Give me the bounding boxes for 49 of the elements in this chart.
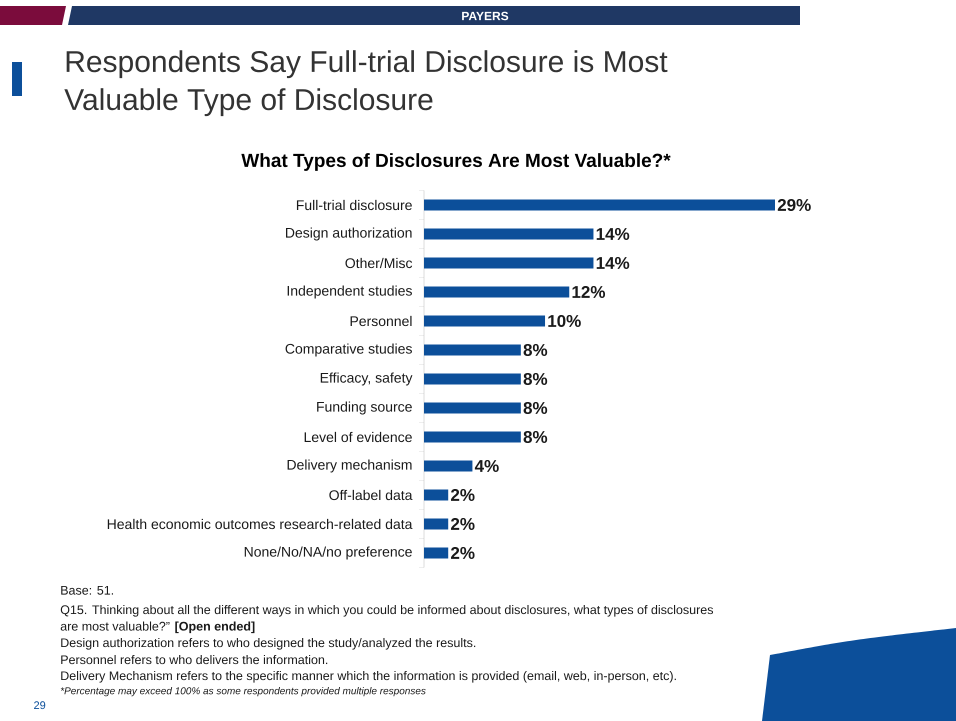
y-tick-label: Delivery mechanism [288,459,412,473]
y-tick-label: Full-trial disclosure [296,200,412,210]
bar [424,460,472,472]
bar [424,518,448,530]
chart-title: Respondents Say Full-trial Disclosure is Most Valuable Type of Disclosure [64,50,668,116]
text: Delivery Mechanism refers to the specific manner which the information is provided (email, web, in-person, etc). [61,670,676,683]
bar [424,315,546,326]
y-tick-label: Personnel [350,316,412,326]
bar [424,373,521,384]
bar [424,402,521,414]
data-label: 2% [451,546,475,559]
bar [424,286,570,298]
text: Personnel refers to who delivers the information. [61,654,328,664]
data-label: 8% [524,344,548,356]
data-label: 4% [474,460,499,472]
text: *Percentage may exceed 100% as some respondents provided multiple responses [60,686,426,696]
data-label: 8% [524,430,548,444]
y-tick-label: Independent studies [288,285,412,299]
y-tick-label: Health economic outcomes research-related data [108,518,412,530]
bar [424,547,448,558]
y-tick-label: Funding source [317,401,412,415]
y-tick-label: Other/Misc [345,258,412,268]
bar [424,199,776,210]
text: 29 [34,701,46,710]
bar [424,489,448,500]
text: Base: 51. [61,586,114,595]
text: PAYERS [462,12,508,20]
y-tick-label: Efficacy, safety [320,372,412,386]
y-tick-label: None/No/NA/no preference [244,546,412,560]
data-label: 2% [451,518,475,530]
bar [424,257,594,268]
bar [424,228,594,240]
y-tick-label: Design authorization [286,227,412,241]
data-label: 8% [524,372,548,386]
chart-subtitle: What Types of Disclosures Are Most Valuable?* [241,153,671,171]
y-tick-label: Off-label data [329,490,412,500]
data-label: 29% [778,198,811,212]
data-label: 10% [548,314,581,328]
bar [424,431,521,442]
data-label: 12% [572,286,606,298]
bar [424,344,521,356]
text: Q15. Thinking about all the different ways in which you could be informed about disclosures, what types of disclosures are most valuable?” [Open ended] [60,604,714,634]
text: Design authorization refers to who designed the study/analyzed the results. [61,638,476,650]
data-label: 2% [451,488,475,501]
y-tick-label: Comparative studies [286,343,412,357]
y-tick-label: Level of evidence [304,432,412,442]
data-label: 14% [596,228,630,240]
data-label: 8% [524,402,548,414]
data-label: 14% [596,257,630,269]
